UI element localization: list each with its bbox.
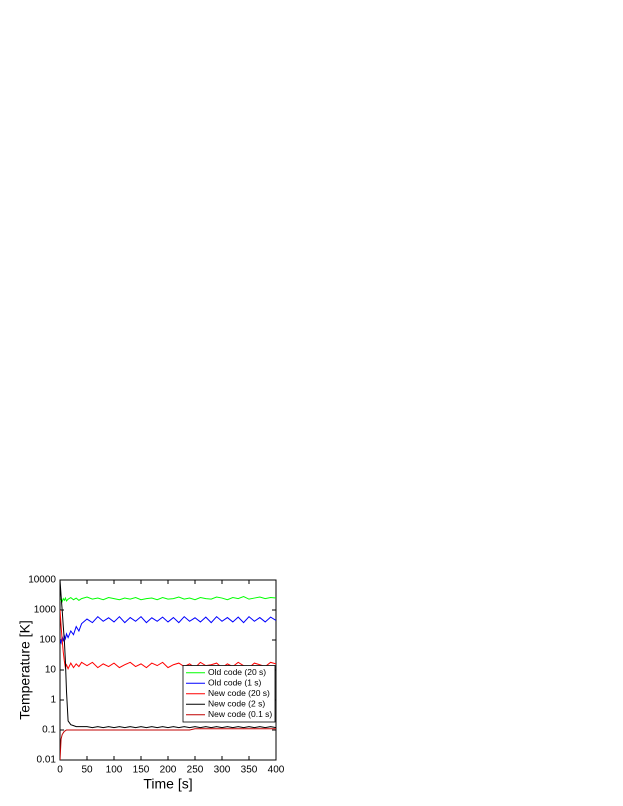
y-axis-label: Temperature [K] xyxy=(17,620,33,720)
x-tick-label: 350 xyxy=(241,765,258,776)
series-line xyxy=(60,596,276,604)
legend-label: Old code (20 s) xyxy=(208,667,266,677)
x-axis-label: Time [s] xyxy=(143,776,192,792)
y-tick-label: 10000 xyxy=(28,575,56,586)
series-line xyxy=(60,615,276,645)
legend-label: New code (2 s) xyxy=(208,699,265,709)
x-tick-label: 400 xyxy=(268,765,285,776)
x-tick-label: 100 xyxy=(106,765,123,776)
x-tick-label: 150 xyxy=(133,765,150,776)
x-tick-label: 250 xyxy=(187,765,204,776)
x-tick-label: 0 xyxy=(57,765,63,776)
legend-label: Old code (1 s) xyxy=(208,678,262,688)
x-tick-label: 50 xyxy=(81,765,93,776)
y-tick-label: 10 xyxy=(45,665,57,676)
y-tick-label: 100 xyxy=(39,635,56,646)
series-line xyxy=(60,728,276,760)
legend-label: New code (20 s) xyxy=(208,688,270,698)
y-tick-label: 1 xyxy=(50,695,56,706)
y-tick-label: 0.1 xyxy=(42,725,56,736)
y-tick-label: 1000 xyxy=(34,605,57,616)
x-tick-label: 200 xyxy=(160,765,177,776)
series-line xyxy=(60,609,276,671)
y-tick-label: 0.01 xyxy=(37,755,57,766)
legend-label: New code (0.1 s) xyxy=(208,709,272,719)
series-line xyxy=(60,580,276,729)
x-tick-label: 300 xyxy=(214,765,231,776)
